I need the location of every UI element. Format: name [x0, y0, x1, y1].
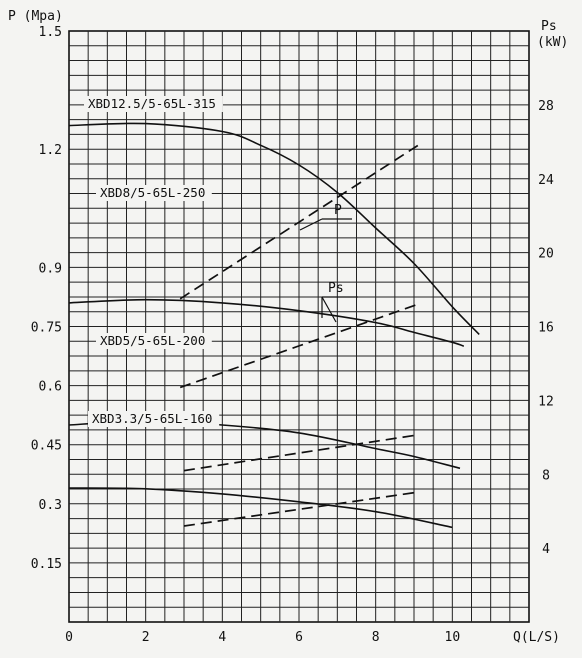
right-tick-label: 16 [538, 321, 554, 336]
left-tick-label: 0.6 [39, 380, 62, 395]
left-tick-label: 0.15 [31, 557, 62, 572]
x-tick-label: 10 [445, 630, 461, 645]
power-annotation-label: Ps [328, 281, 344, 296]
power-curve-2 [179, 303, 419, 389]
right-tick-label: 4 [542, 542, 550, 557]
pressure-curves [68, 122, 480, 529]
left-tick-label: 1.5 [39, 25, 62, 40]
pressure-curve-4 [68, 487, 453, 529]
model-label-3: XBD5/5-65L-200 [100, 333, 205, 348]
power-annotation-leader-2 [321, 296, 337, 323]
model-label-background [84, 96, 223, 112]
power-curve-4 [183, 491, 415, 527]
left-tick-label: 0.45 [31, 439, 62, 454]
model-label-4: XBD3.3/5-65L-160 [92, 411, 212, 426]
x-axis-title: Q(L/S) [513, 630, 560, 645]
power-annotation: Ps [321, 281, 358, 323]
x-tick-label: 6 [295, 630, 303, 645]
pressure-curve-1 [68, 122, 480, 335]
right-tick-label: 20 [538, 247, 554, 262]
model-label-background [96, 333, 212, 349]
model-label-background [88, 411, 220, 427]
right-axis-title-line2: (kW) [537, 35, 568, 50]
curve-labels: XBD12.5/5-65L-315 XBD8/5-65L-250 XBD5/5-65… [84, 96, 223, 427]
model-label-1: XBD12.5/5-65L-315 [88, 96, 216, 111]
power-curves [179, 144, 419, 527]
pressure-annotation: P [299, 203, 352, 231]
pressure-annotation-leader [299, 218, 323, 231]
model-label-2: XBD8/5-65L-250 [100, 185, 205, 200]
left-tick-label: 1.2 [39, 143, 62, 158]
pressure-annotation-label: P [334, 203, 342, 218]
pressure-curve-2 [68, 298, 465, 347]
grid [68, 30, 530, 623]
power-curve-1 [179, 144, 419, 300]
power-curve-3 [183, 434, 415, 472]
left-axis-title: P (Mpa) [8, 9, 63, 24]
right-tick-label: 8 [542, 468, 550, 483]
model-label-background [96, 185, 212, 201]
x-tick-label: 0 [65, 630, 73, 645]
left-tick-label: 0.3 [39, 498, 62, 513]
x-tick-label: 2 [142, 630, 150, 645]
x-tick-label: 8 [372, 630, 380, 645]
tick-labels: 0 2 4 6 8 100.150.30.450.60.750.91.21.5481216… [31, 25, 554, 645]
right-tick-label: 24 [538, 173, 554, 188]
right-tick-label: 12 [538, 394, 554, 409]
x-tick-label: 4 [218, 630, 226, 645]
left-tick-label: 0.9 [39, 261, 62, 276]
left-tick-label: 0.75 [31, 321, 62, 336]
right-tick-label: 28 [538, 99, 554, 114]
right-axis-title-line1: Ps [541, 19, 557, 34]
